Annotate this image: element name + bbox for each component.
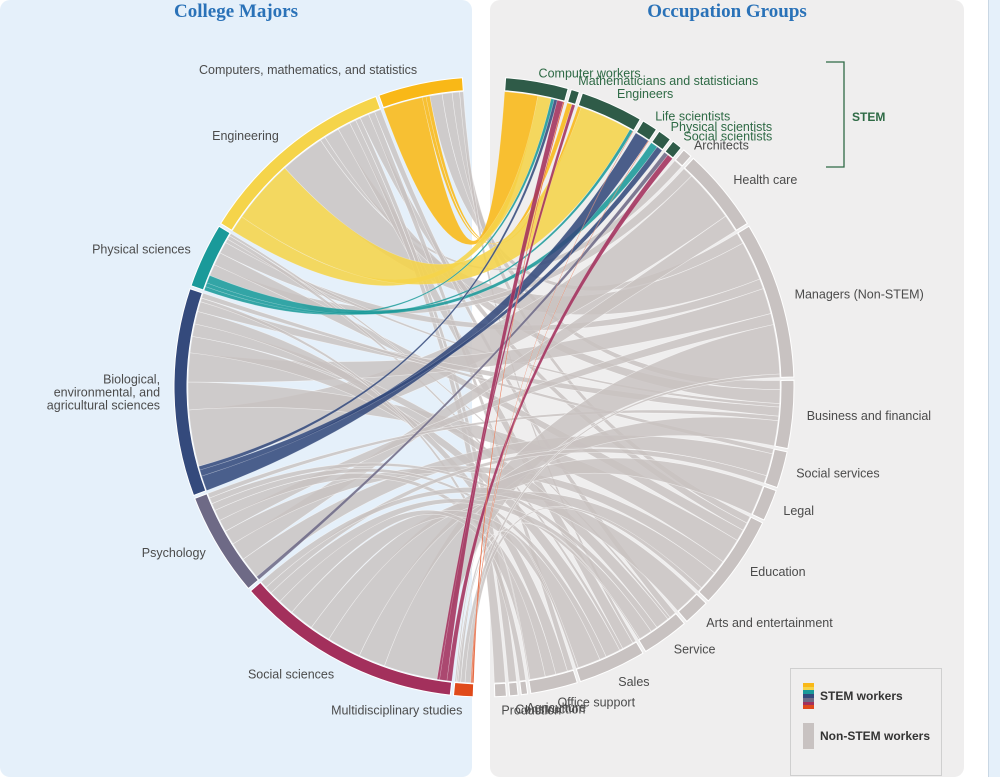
label-occupation-service: Service bbox=[674, 643, 716, 657]
ribbon-psychology-to-education[interactable] bbox=[225, 465, 724, 574]
arc-occupation-agriculture[interactable] bbox=[519, 680, 529, 696]
label-major-social_sciences: Social sciences bbox=[248, 667, 334, 681]
label-major-physical: Physical sciences bbox=[92, 242, 191, 256]
ribbon-psychology-to-service[interactable] bbox=[209, 462, 658, 632]
stem-bracket: STEM bbox=[826, 61, 885, 168]
occupations-title: Occupation Groups bbox=[647, 1, 807, 22]
legend-stem-swatch bbox=[803, 683, 814, 710]
arc-major-physical[interactable] bbox=[190, 225, 231, 291]
ribbon-biological-to-phys_sci[interactable] bbox=[199, 146, 663, 477]
ribbon-social_sciences-to-sales[interactable] bbox=[291, 510, 601, 668]
arc-major-engineering[interactable] bbox=[219, 95, 382, 231]
ribbon-social_sciences-to-education[interactable] bbox=[310, 491, 715, 640]
label-major-multidisciplinary: Multidisciplinary studies bbox=[331, 703, 462, 717]
arcs-layer bbox=[173, 77, 795, 698]
ribbon-physical-to-phys_sci[interactable] bbox=[206, 142, 658, 315]
label-occupation-business: Business and financial bbox=[807, 409, 931, 423]
label-occupation-sales: Sales bbox=[618, 675, 649, 689]
majors-title: College Majors bbox=[174, 1, 298, 22]
label-major-computers: Computers, mathematics, and statistics bbox=[199, 63, 417, 77]
arc-occupation-computer_workers[interactable] bbox=[504, 77, 569, 102]
label-major-biological-line-1: environmental, and bbox=[54, 386, 160, 400]
label-major-biological-line-2: agricultural sciences bbox=[47, 399, 160, 413]
legend-nonstem-swatch bbox=[803, 723, 814, 749]
label-occupation-managers: Managers (Non-STEM) bbox=[795, 288, 924, 302]
label-occupation-computer_workers: Computer workers bbox=[539, 67, 641, 81]
ribbon-engineering-to-education[interactable] bbox=[359, 114, 748, 531]
arc-occupation-arts[interactable] bbox=[677, 593, 707, 623]
ribbon-psychology-to-soc_sci[interactable] bbox=[256, 151, 669, 580]
ribbon-psychology-to-sales[interactable] bbox=[211, 468, 607, 660]
arc-occupation-phys_sci[interactable] bbox=[651, 130, 672, 151]
legend-stem-label: STEM workers bbox=[820, 689, 903, 703]
arc-occupation-service[interactable] bbox=[638, 612, 686, 653]
label-occupation-health: Health care bbox=[733, 173, 797, 187]
stem-bracket-label: STEM bbox=[852, 110, 885, 124]
arc-major-social_sciences[interactable] bbox=[249, 581, 453, 696]
label-occupation-social_services: Social services bbox=[796, 467, 879, 481]
legend-stem-row: STEM workers bbox=[803, 683, 903, 710]
label-occupation-arts: Arts and entertainment bbox=[706, 616, 833, 630]
label-occupation-production: Production bbox=[501, 704, 561, 718]
ribbon-biological-to-computer_workers[interactable] bbox=[198, 99, 558, 471]
label-occupation-engineers: Engineers bbox=[617, 87, 673, 101]
arc-major-multidisciplinary[interactable] bbox=[452, 682, 475, 698]
ribbon-computers-to-computer_workers[interactable] bbox=[383, 91, 539, 245]
arc-occupation-engineers[interactable] bbox=[577, 92, 641, 132]
arc-major-biological[interactable] bbox=[173, 288, 207, 497]
arc-occupation-architects[interactable] bbox=[674, 149, 692, 167]
label-occupation-office: Office support bbox=[557, 696, 635, 710]
arc-major-psychology[interactable] bbox=[194, 493, 260, 590]
arc-occupation-legal[interactable] bbox=[751, 485, 777, 521]
ribbon-biological-to-office[interactable] bbox=[194, 311, 568, 675]
label-occupation-math_stat: Mathematicians and statisticians bbox=[578, 74, 758, 88]
arc-occupation-social_services[interactable] bbox=[764, 448, 788, 489]
ribbon-psychology-to-business[interactable] bbox=[207, 409, 779, 499]
ribbons-layer bbox=[187, 91, 781, 684]
ribbon-social_sciences-to-service[interactable] bbox=[270, 498, 652, 640]
arc-occupation-sales[interactable] bbox=[575, 641, 644, 683]
legend-nonstem-label: Non-STEM workers bbox=[820, 729, 931, 743]
label-occupation-agriculture: Agriculture bbox=[526, 701, 586, 715]
label-occupation-life_sci: Life scientists bbox=[655, 110, 730, 124]
legend: STEM workers Non-STEM workers bbox=[790, 668, 942, 776]
ribbon-multidisciplinary-to-computer_workers[interactable] bbox=[471, 101, 565, 684]
ribbon-computers-to-math_stat[interactable] bbox=[421, 96, 573, 245]
ribbon-social_sciences-to-arts[interactable] bbox=[260, 487, 697, 612]
arc-occupation-construction[interactable] bbox=[508, 681, 519, 697]
label-occupation-legal: Legal bbox=[783, 504, 814, 518]
ribbon-engineering-to-office[interactable] bbox=[368, 111, 574, 672]
arc-occupation-business[interactable] bbox=[774, 379, 795, 450]
scrollbar-edge[interactable] bbox=[988, 0, 1000, 777]
label-major-psychology: Psychology bbox=[142, 546, 207, 560]
arc-occupation-health[interactable] bbox=[683, 157, 749, 231]
label-occupation-construction: Construction bbox=[515, 702, 585, 716]
ribbon-multidisciplinary-to-managers[interactable] bbox=[460, 373, 781, 683]
arc-occupation-managers[interactable] bbox=[737, 225, 795, 378]
arc-occupation-education[interactable] bbox=[698, 516, 764, 602]
ribbon-computers-to-engineers[interactable] bbox=[425, 95, 582, 245]
ribbon-social_sciences-to-math_stat[interactable] bbox=[436, 104, 576, 680]
label-occupation-soc_sci: Social scientists bbox=[683, 130, 772, 144]
label-major-biological-line-0: Biological, bbox=[103, 373, 160, 387]
ribbon-multidisciplinary-to-life_sci[interactable] bbox=[470, 140, 650, 684]
arc-major-computers[interactable] bbox=[378, 77, 464, 109]
arc-occupation-math_stat[interactable] bbox=[567, 88, 581, 106]
label-major-engineering: Engineering bbox=[212, 129, 279, 143]
label-occupation-architects: Architects bbox=[694, 138, 749, 152]
label-occupation-phys_sci: Physical scientists bbox=[671, 120, 772, 134]
labels-layer: Multidisciplinary studies Social sciences… bbox=[47, 63, 931, 718]
ribbon-engineering-to-computer_workers[interactable] bbox=[232, 95, 552, 286]
arc-occupation-production[interactable] bbox=[493, 682, 507, 698]
ribbon-multidisciplinary-to-service[interactable] bbox=[455, 522, 641, 683]
arc-occupation-office[interactable] bbox=[528, 669, 578, 695]
legend-nonstem-row: Non-STEM workers bbox=[803, 723, 930, 749]
label-occupation-education: Education bbox=[750, 565, 806, 579]
ribbon-physical-to-business[interactable] bbox=[225, 238, 780, 408]
arc-occupation-life_sci[interactable] bbox=[635, 120, 658, 141]
ribbon-biological-to-sales[interactable] bbox=[189, 336, 621, 658]
arc-occupation-soc_sci[interactable] bbox=[664, 140, 682, 159]
